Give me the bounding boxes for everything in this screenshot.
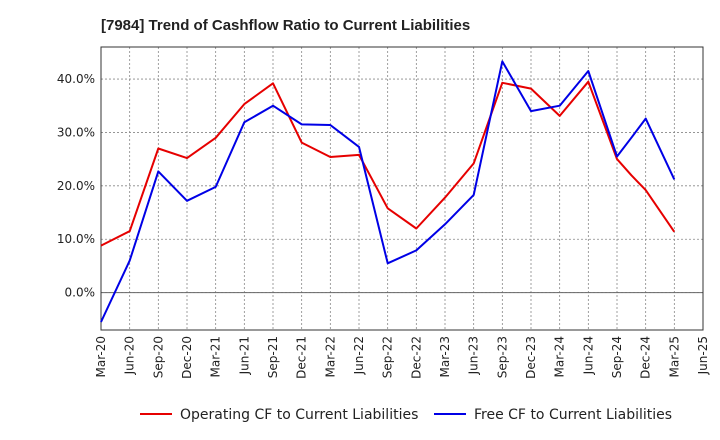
x-tick-label: Mar-23 [438,336,452,377]
y-tick-label: 20.0% [57,179,95,193]
x-tick-label: Jun-20 [123,336,137,375]
x-tick-label: Mar-21 [209,336,223,377]
x-tick-label: Sep-21 [266,336,280,378]
x-tick-label: Mar-22 [323,336,337,377]
series-lines [100,60,676,323]
legend-label: Free CF to Current Liabilities [474,407,672,423]
legend-label: Operating CF to Current Liabilities [180,407,418,423]
x-tick-label: Mar-25 [667,336,681,377]
x-tick-label: Jun-24 [581,336,595,375]
x-tick-label: Sep-23 [495,336,509,378]
y-tick-label: 0.0% [65,286,96,300]
x-tick-label: Dec-22 [409,336,423,379]
y-axis-ticks: 0.0% 10.0% 20.0% 30.0% 40.0% [57,72,95,300]
legend-item-2: Free CF to Current Liabilities [434,407,672,423]
x-tick-label: Dec-23 [524,336,538,379]
legend-item-1: Operating CF to Current Liabilities [140,407,418,423]
x-tick-label: Jun-23 [467,336,481,375]
x-tick-label: Jun-21 [237,336,251,375]
y-tick-label: 30.0% [57,125,95,139]
legend: Operating CF to Current Liabilities Free … [140,407,672,423]
series-line-1 [100,80,676,247]
plot-area [100,46,704,331]
x-tick-label: Jun-22 [352,336,366,375]
x-axis-ticks: Mar-20 Jun-20 Sep-20 Dec-20 Mar-21 Jun-21 Sep-… [94,336,710,379]
x-tick-label: Dec-21 [295,336,309,379]
x-tick-label: Dec-20 [180,336,194,379]
chart-title: [7984] Trend of Cashflow Ratio to Curren… [101,17,470,34]
y-tick-label: 10.0% [57,232,95,246]
x-tick-label: Sep-24 [610,336,624,378]
x-tick-label: Sep-22 [381,336,395,378]
y-tick-label: 40.0% [57,72,95,86]
series-line-2 [100,60,676,323]
grid-lines [100,47,704,330]
x-tick-label: Mar-24 [553,336,567,377]
x-tick-label: Sep-20 [151,336,165,378]
x-tick-label: Mar-20 [94,336,108,377]
x-tick-label: Dec-24 [639,336,653,379]
x-tick-label: Jun-25 [696,336,710,375]
